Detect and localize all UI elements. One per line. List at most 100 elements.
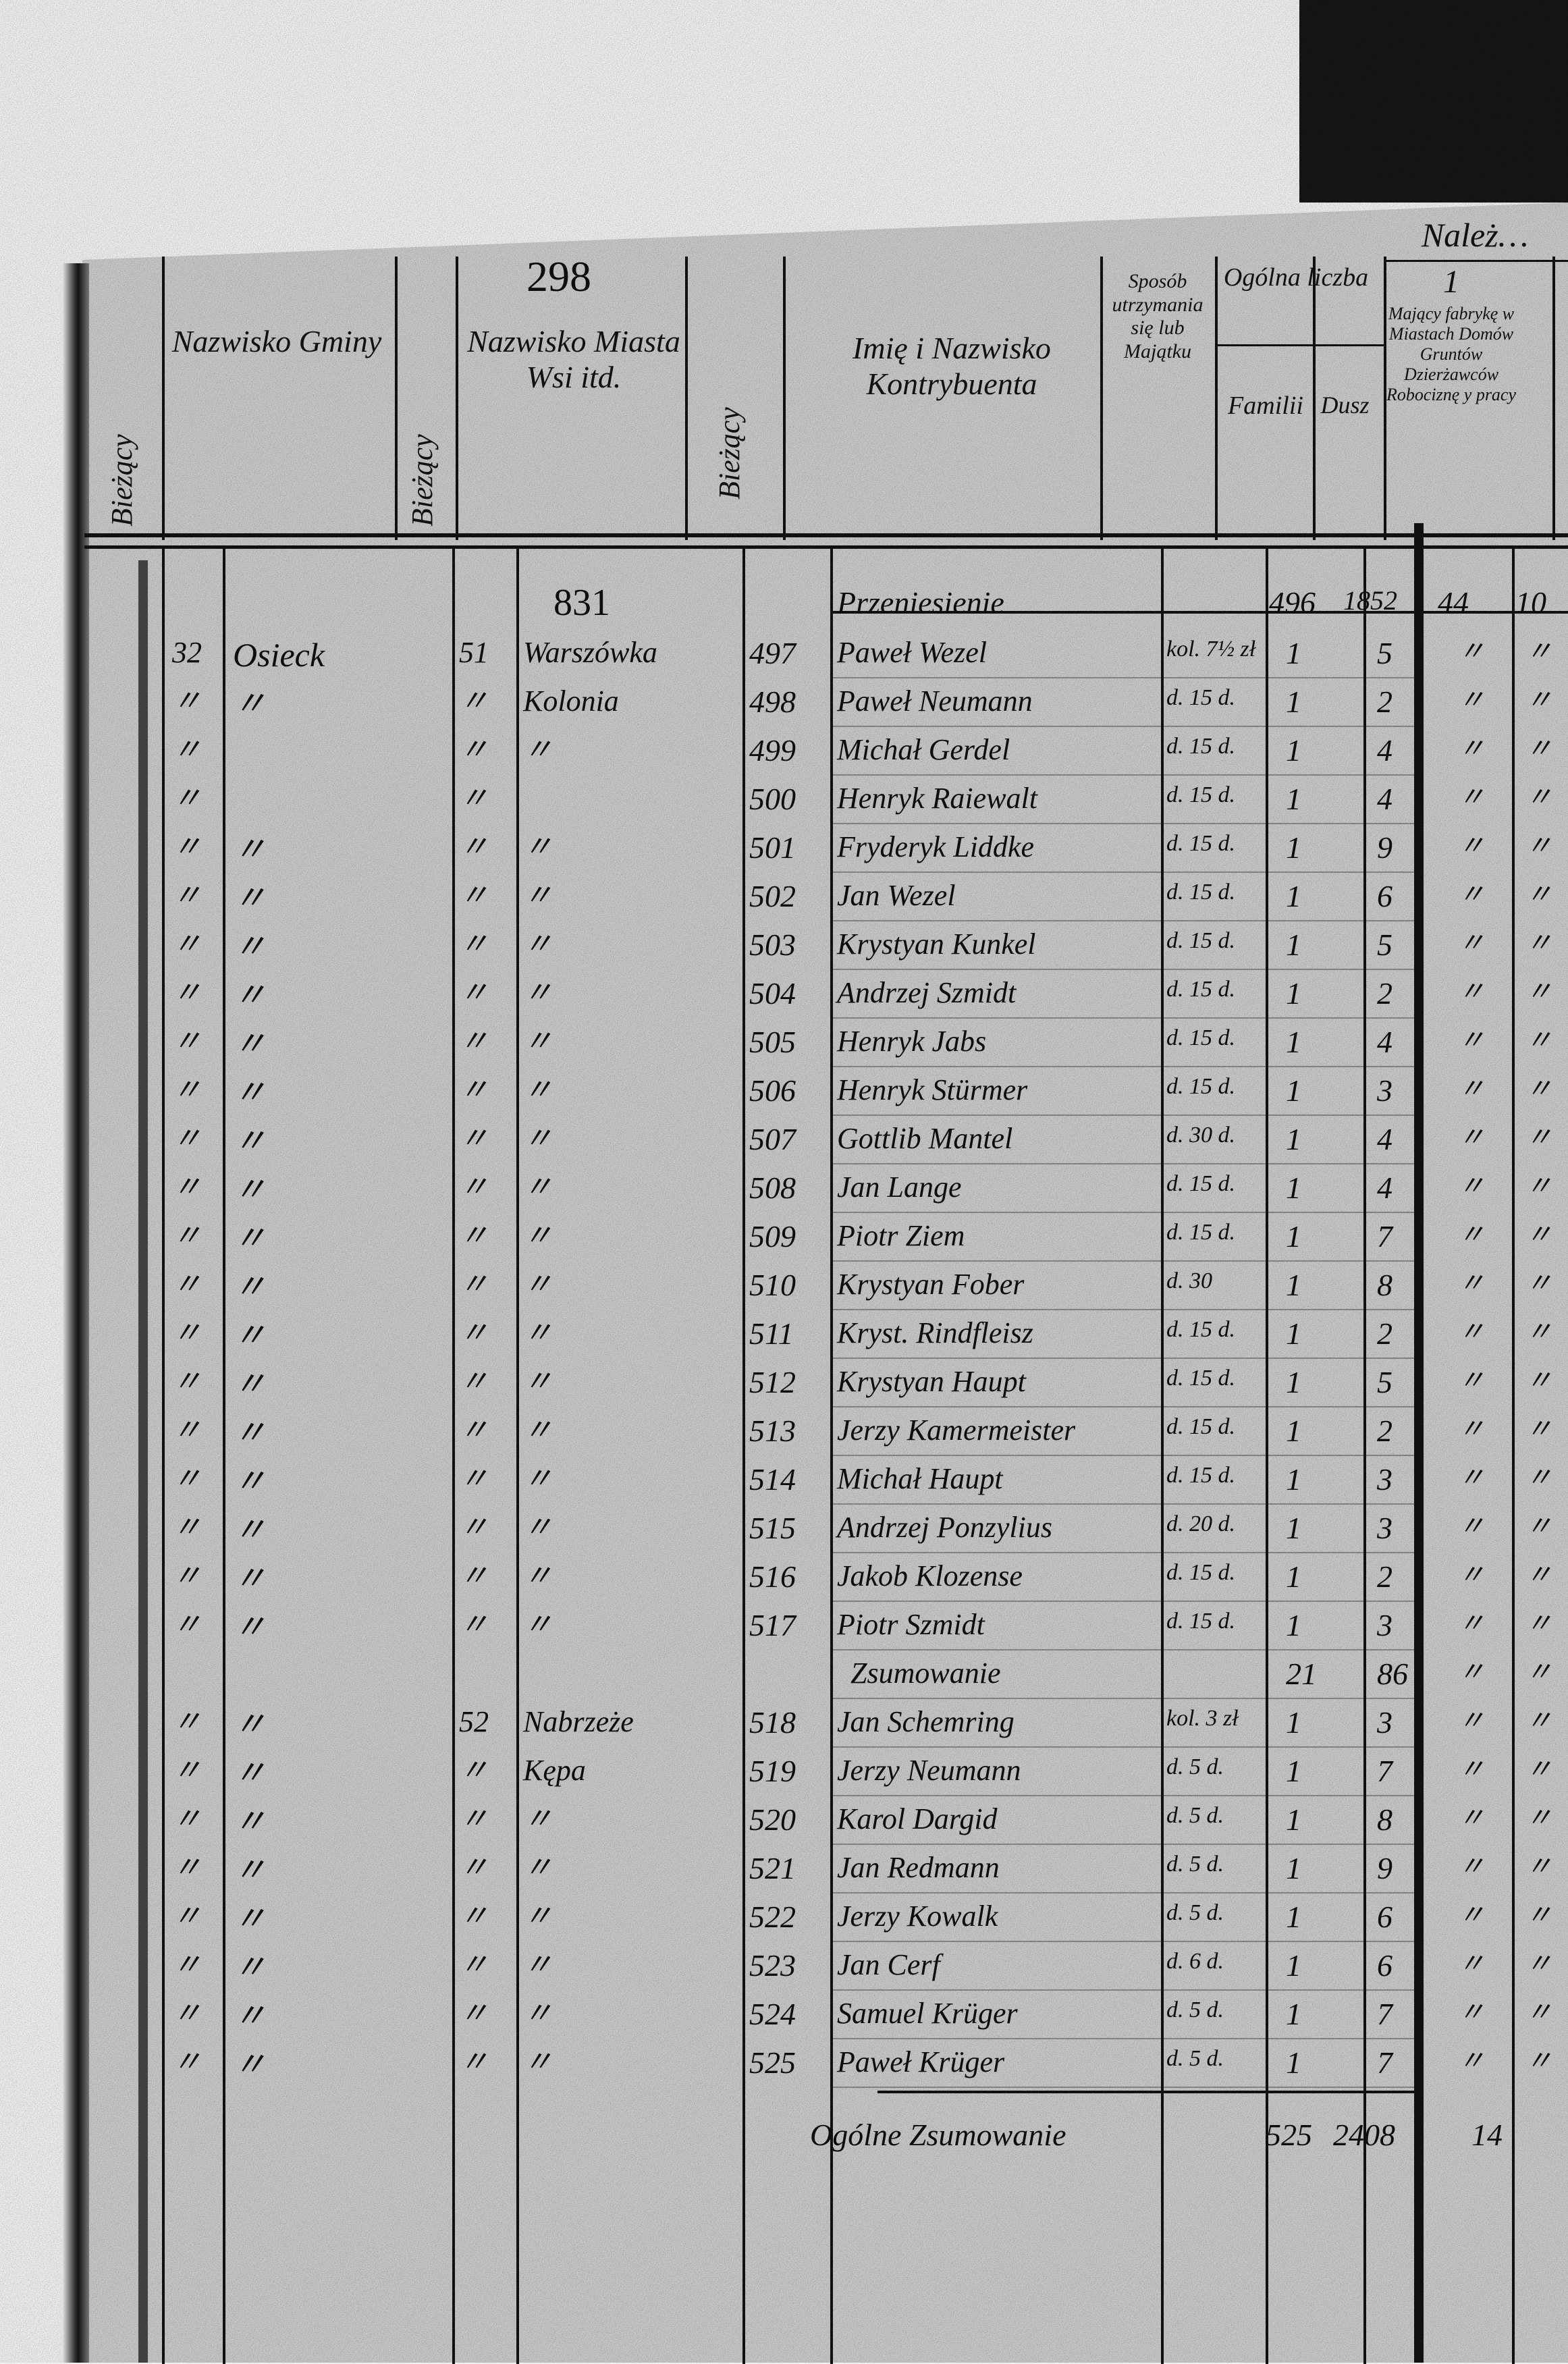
cell-families: 1 [1286, 1268, 1301, 1302]
cell-families: 1 [1286, 879, 1301, 913]
cell-c1: 〃 [1458, 636, 1485, 666]
cell-gmina-no: 〃 [172, 1122, 202, 1155]
cell-name: Piotr Ziem [837, 1219, 965, 1252]
header-column-rule [456, 257, 458, 540]
row-rule [830, 726, 1417, 727]
cell-families: 1 [1286, 1705, 1301, 1740]
cell-c2: 〃 [1525, 1316, 1552, 1347]
margin-fold [138, 560, 148, 2363]
cell-gmina: 〃 [233, 1511, 267, 1549]
cell-gmina-no: 〃 [172, 1073, 202, 1106]
cell-souls: 2 [1377, 976, 1393, 1011]
cell-souls: 3 [1377, 1705, 1393, 1740]
cell-c1: 〃 [1458, 1122, 1485, 1152]
cell-c2: 〃 [1525, 1073, 1552, 1104]
cell-c2: 〃 [1525, 2045, 1552, 2076]
cell-souls: 9 [1377, 1851, 1393, 1885]
cell-c2: 〃 [1525, 733, 1552, 763]
cell-name: Andrzej Ponzylius [837, 1511, 1052, 1544]
cell-no: 515 [749, 1511, 796, 1545]
cell-name: Zsumowanie [850, 1657, 1001, 1690]
row-rule [830, 1406, 1417, 1407]
cell-gmina: 〃 [233, 830, 267, 868]
cell-families: 1 [1286, 636, 1301, 670]
row-rule [830, 1358, 1417, 1359]
grand-total-col1: 14 [1471, 2118, 1503, 2152]
cell-village: 〃 [523, 976, 553, 1009]
cell-no: 500 [749, 782, 796, 816]
cell-village: 〃 [523, 879, 553, 912]
header-town: Nazwisko Miasta Wsi itd. [467, 324, 680, 394]
cell-means: d. 15 d. [1166, 1609, 1235, 1634]
cell-means: d. 30 d. [1166, 1123, 1235, 1148]
cell-means: d. 15 d. [1166, 1025, 1235, 1050]
cell-c1: 〃 [1458, 1316, 1485, 1347]
cell-name: Paweł Wezel [837, 636, 987, 669]
cell-name: Kryst. Rindfleisz [837, 1316, 1033, 1349]
cell-families: 1 [1286, 1122, 1301, 1156]
cell-gmina-no: 〃 [172, 1802, 202, 1835]
cell-gmina: 〃 [233, 1608, 267, 1646]
header-total-group: Ogólna liczba [1223, 263, 1369, 292]
header-subrule [1215, 344, 1384, 346]
cell-no: 524 [749, 1997, 796, 2031]
cell-village: 〃 [523, 1219, 553, 1252]
cell-souls: 7 [1377, 1754, 1393, 1788]
cell-c1: 〃 [1458, 879, 1485, 909]
cell-c2: 〃 [1525, 1754, 1552, 1784]
cell-c2: 〃 [1525, 636, 1552, 666]
cell-souls: 2 [1377, 684, 1393, 719]
cell-name: Krystyan Haupt [837, 1365, 1026, 1398]
cell-souls: 3 [1377, 1511, 1393, 1545]
header-commune: Nazwisko Gminy [171, 324, 382, 358]
cell-gmina: 〃 [233, 1171, 267, 1208]
row-rule [830, 1746, 1417, 1748]
cell-name: Gottlib Mantel [837, 1122, 1013, 1155]
cell-gmina: 〃 [233, 1559, 267, 1597]
cell-souls: 2 [1377, 1316, 1393, 1351]
cell-village-no: 〃 [459, 1462, 489, 1495]
cell-means: d. 15 d. [1166, 1366, 1235, 1391]
cell-gmina: Osieck [233, 636, 325, 674]
cell-name: Andrzej Szmidt [837, 976, 1017, 1009]
cell-c1: 〃 [1458, 1025, 1485, 1055]
cell-name: Paweł Krüger [837, 2045, 1005, 2078]
cell-village: 〃 [523, 1122, 553, 1155]
header-name: Imię i Nazwisko Kontrybuenta [853, 331, 1051, 401]
cell-village-no: 〃 [459, 1559, 489, 1592]
cell-souls: 7 [1377, 1997, 1393, 2031]
cell-gmina-no: 〃 [172, 976, 202, 1009]
cell-families: 1 [1286, 830, 1301, 865]
cell-souls: 6 [1377, 1948, 1393, 1983]
cell-village-no: 〃 [459, 976, 489, 1009]
cell-families: 1 [1286, 684, 1301, 719]
header-subrule [1384, 260, 1568, 262]
cell-gmina: 〃 [233, 928, 267, 965]
cell-families: 1 [1286, 782, 1301, 816]
row-rule [830, 1114, 1417, 1116]
cell-village: Kępa [523, 1754, 586, 1787]
cell-c2: 〃 [1525, 1511, 1552, 1541]
cell-means: d. 15 d. [1166, 831, 1235, 856]
body-column-rule [1266, 548, 1268, 2364]
cell-no: 510 [749, 1268, 796, 1302]
cell-gmina-no: 32 [172, 636, 202, 669]
cell-c2: 〃 [1525, 1025, 1552, 1055]
cell-village: 〃 [523, 1268, 553, 1301]
row-rule [830, 677, 1417, 678]
cell-village-no: 〃 [459, 1511, 489, 1544]
cell-village: 〃 [523, 1948, 553, 1981]
cell-village-no: 〃 [459, 1900, 489, 1933]
cell-no: 525 [749, 2045, 796, 2080]
cell-c2: 〃 [1525, 1802, 1552, 1833]
cell-gmina-no: 〃 [172, 1997, 202, 2030]
cell-gmina-no: 〃 [172, 2045, 202, 2078]
cell-c1: 〃 [1458, 1754, 1485, 1784]
cell-no: 511 [749, 1316, 794, 1351]
cell-name: Piotr Szmidt [837, 1608, 985, 1641]
cell-no: 498 [749, 684, 796, 719]
header-running-3: Bieżący [713, 407, 746, 500]
cell-gmina-no: 〃 [172, 1754, 202, 1787]
cell-no: 522 [749, 1900, 796, 1934]
cell-gmina-no: 〃 [172, 1948, 202, 1981]
